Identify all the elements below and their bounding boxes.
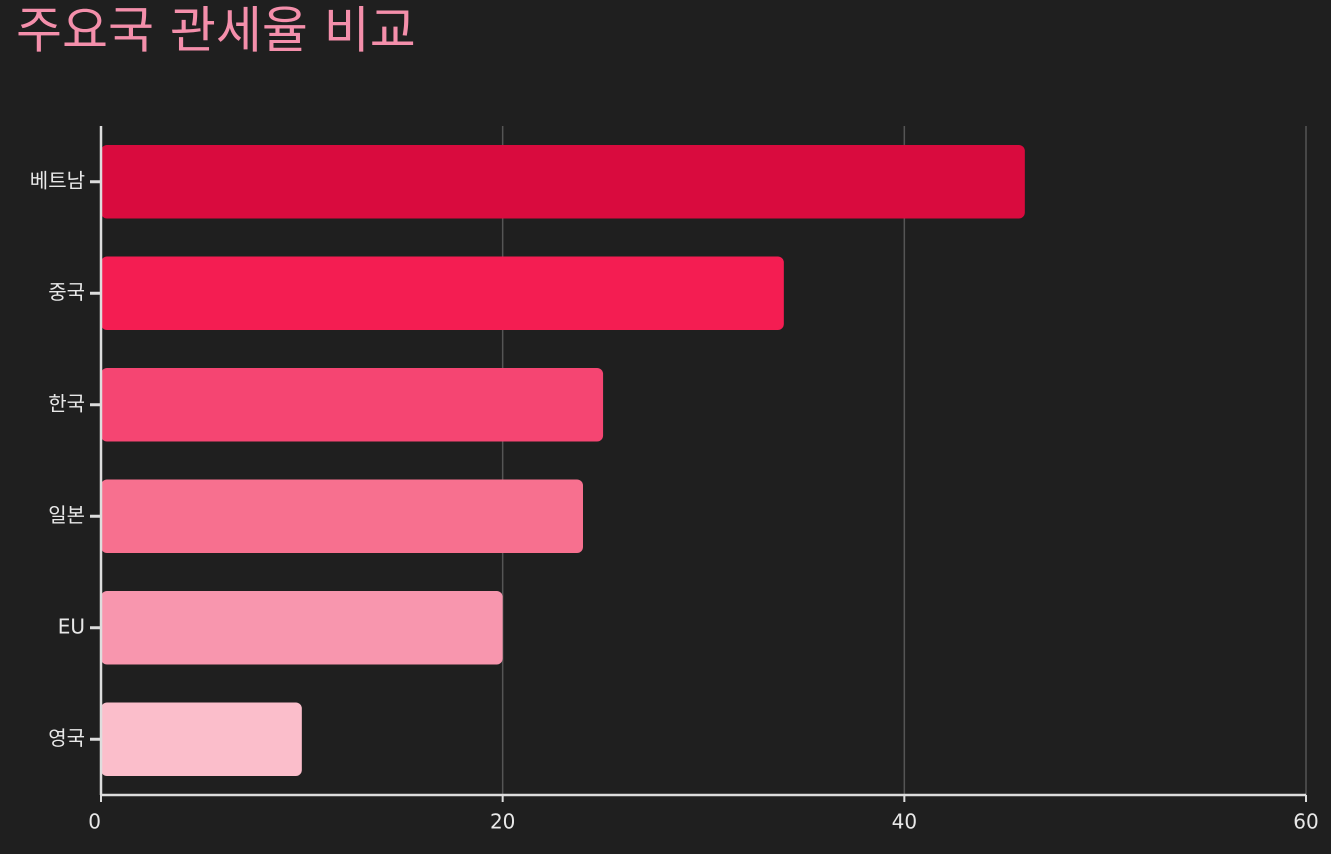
x-tick-label: 60 bbox=[1293, 810, 1318, 834]
y-tick-label: 영국 bbox=[48, 726, 85, 750]
y-tick-label: 베트남 bbox=[30, 168, 85, 192]
y-tick-label: 일본 bbox=[48, 503, 85, 527]
bar bbox=[101, 367, 604, 442]
y-tick-label: 중국 bbox=[48, 280, 85, 304]
bar bbox=[101, 479, 583, 554]
y-tick-label: EU bbox=[58, 614, 85, 638]
x-tick-label: 20 bbox=[490, 810, 515, 834]
chart-title: 주요국 관세율 비교 bbox=[16, 2, 416, 60]
x-tick-label: 0 bbox=[88, 810, 101, 834]
bar bbox=[101, 590, 503, 665]
bar bbox=[101, 256, 784, 331]
y-tick-label: 한국 bbox=[48, 391, 85, 415]
bar bbox=[101, 702, 302, 777]
x-tick-label: 40 bbox=[892, 810, 917, 834]
bar bbox=[101, 144, 1025, 219]
